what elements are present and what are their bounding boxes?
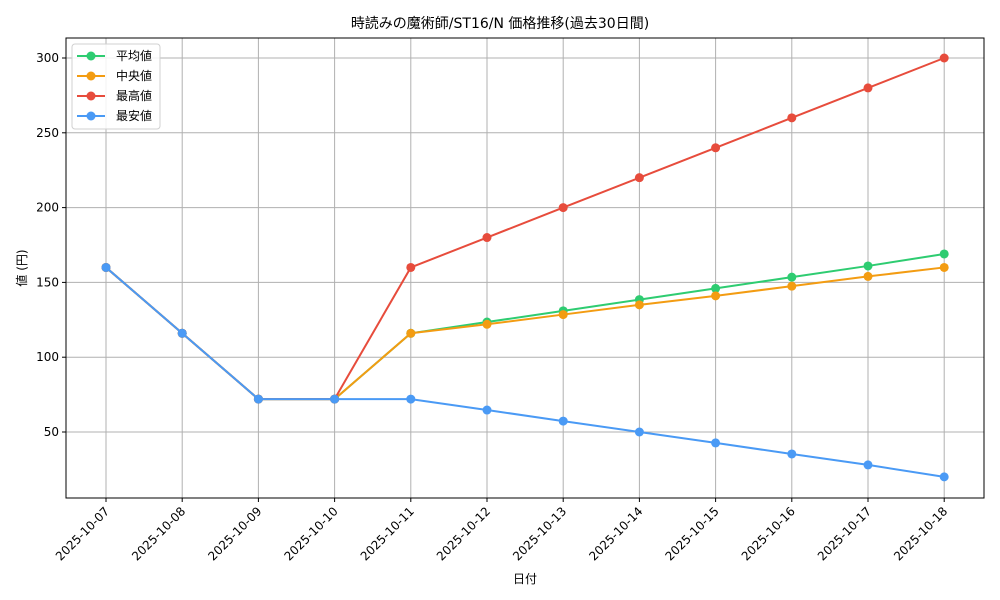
legend-label: 平均値 [116,48,152,63]
data-point [482,405,492,415]
x-tick-label: 2025-10-17 [815,504,874,563]
data-point [634,173,644,183]
data-point [939,53,949,63]
data-point [787,281,797,291]
y-tick-label: 100 [36,350,59,364]
grid-lines [66,38,984,498]
data-point [558,203,568,213]
x-tick-label: 2025-10-11 [358,504,417,563]
y-tick-label: 50 [44,425,59,439]
data-point [863,83,873,93]
x-tick-label: 2025-10-15 [663,504,722,563]
data-point [634,427,644,437]
x-tick-label: 2025-10-07 [53,504,112,563]
legend-item: 平均値 [77,48,152,63]
series-line [101,262,949,482]
data-point [711,291,721,301]
data-point [558,416,568,426]
x-tick-label: 2025-10-14 [586,504,645,563]
x-tick-label: 2025-10-18 [891,504,950,563]
data-point [787,113,797,123]
data-point [711,438,721,448]
data-point [939,262,949,272]
data-point [863,271,873,281]
y-axis: 50 100 150 200 250 300 [36,51,66,439]
x-axis-label: 日付 [513,572,537,586]
data-point [482,233,492,243]
legend-item: 最高値 [77,88,152,103]
data-point [558,310,568,320]
data-point [406,328,416,338]
data-point [482,319,492,329]
legend-label: 最安値 [116,108,152,123]
legend-label: 最高値 [116,88,152,103]
data-point [787,449,797,459]
data-point [939,249,949,259]
legend-item: 中央値 [77,68,152,83]
data-point [177,328,187,338]
data-point [711,283,721,293]
data-point [101,262,111,272]
series-line [101,262,949,404]
series-line [101,249,949,404]
data-point [863,261,873,271]
series-lines [101,53,949,482]
data-point [406,394,416,404]
y-tick-label: 250 [36,126,59,140]
plot-frame [65,37,985,499]
legend-item: 最安値 [77,108,152,123]
x-tick-label: 2025-10-10 [282,504,341,563]
x-tick-label: 2025-10-08 [129,504,188,563]
series-line [101,53,949,404]
data-point [634,300,644,310]
data-point [711,143,721,153]
x-tick-label: 2025-10-16 [739,504,798,563]
x-tick-label: 2025-10-12 [434,504,493,563]
data-point [863,460,873,470]
y-tick-label: 300 [36,51,59,65]
data-point [253,394,263,404]
data-point [330,394,340,404]
x-tick-label: 2025-10-09 [205,504,264,563]
data-point [939,472,949,482]
y-tick-label: 200 [36,201,59,215]
data-point [406,262,416,272]
x-axis: 2025-10-07 2025-10-08 2025-10-09 2025-10-10… [53,498,950,563]
y-axis-label: 値 (円) [14,249,29,286]
x-tick-label: 2025-10-13 [510,504,569,563]
legend-label: 中央値 [116,68,152,83]
data-point [787,272,797,282]
chart-title: 時読みの魔術師/ST16/N 価格推移(過去30日間) [350,16,650,32]
y-tick-label: 150 [36,275,59,289]
